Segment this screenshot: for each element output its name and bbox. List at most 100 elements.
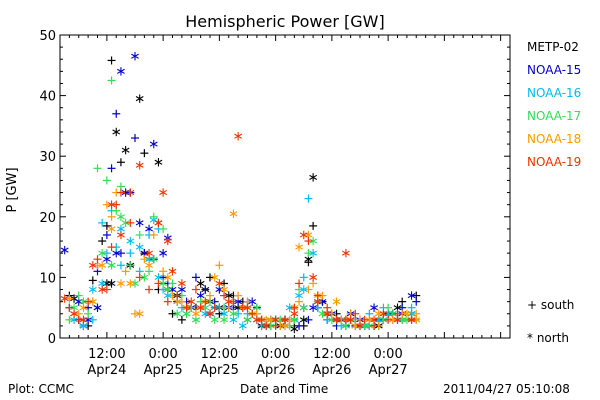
north-point xyxy=(309,173,318,182)
north-point xyxy=(135,309,144,318)
north-point xyxy=(126,236,135,246)
north-point-stroke xyxy=(290,311,299,317)
north-point-stroke xyxy=(121,147,130,153)
north-point-stroke xyxy=(98,262,107,268)
north-point xyxy=(70,309,78,318)
north-point xyxy=(238,321,247,331)
north-point-stroke xyxy=(60,247,69,253)
north-point xyxy=(177,279,186,288)
south-point xyxy=(191,285,200,294)
north-point xyxy=(149,255,158,264)
south-point xyxy=(163,297,172,306)
south-point xyxy=(360,315,369,324)
north-point xyxy=(234,132,243,141)
plot-frame xyxy=(59,34,511,339)
south-point xyxy=(116,249,125,258)
south-point xyxy=(159,267,168,276)
south-point xyxy=(84,309,93,318)
south-point xyxy=(327,309,336,318)
north-point-stroke xyxy=(342,250,350,256)
north-point xyxy=(332,297,341,306)
north-point-stroke xyxy=(107,262,116,268)
north-point-stroke xyxy=(159,189,168,196)
legend-noaa-19: NOAA-19 xyxy=(527,155,582,169)
north-point xyxy=(159,248,168,258)
y-tick-label: 50 xyxy=(39,29,56,44)
south-point xyxy=(116,158,125,167)
north-point xyxy=(356,321,364,331)
north-point-stroke xyxy=(159,280,168,287)
north-point-stroke xyxy=(117,214,125,220)
south-point xyxy=(304,194,313,203)
south-point xyxy=(149,212,158,221)
north-point-stroke xyxy=(281,323,289,329)
south-point xyxy=(74,315,83,324)
north-point xyxy=(346,315,355,325)
y-tick-label: 10 xyxy=(39,271,56,286)
north-point-stroke xyxy=(234,299,243,305)
north-point xyxy=(248,297,257,306)
south-point xyxy=(177,315,186,324)
x-tick-date-label: Apr25 xyxy=(200,363,239,378)
north-point-stroke xyxy=(346,317,355,323)
north-point-stroke xyxy=(93,305,102,311)
south-point xyxy=(93,255,102,264)
north-point-stroke xyxy=(290,317,299,323)
north-point xyxy=(145,248,153,258)
south-point xyxy=(206,273,214,282)
south-point xyxy=(145,285,154,294)
north-point xyxy=(370,315,378,325)
north-point-stroke xyxy=(117,226,125,232)
north-point-stroke xyxy=(309,238,318,244)
south-point xyxy=(159,224,168,233)
north-point xyxy=(243,315,252,325)
north-point-stroke xyxy=(131,53,139,59)
north-point-stroke xyxy=(107,280,116,287)
north-point-stroke xyxy=(206,311,214,317)
south-point xyxy=(112,200,121,209)
north-point-stroke xyxy=(309,250,318,256)
north-point-stroke xyxy=(117,68,125,74)
north-point-stroke xyxy=(98,280,107,287)
south-point xyxy=(206,291,214,300)
north-point xyxy=(393,315,402,325)
north-point xyxy=(407,291,416,300)
south-point xyxy=(116,261,125,270)
south-point xyxy=(182,303,191,312)
north-point xyxy=(299,303,308,312)
north-point-stroke xyxy=(407,293,416,299)
north-point-stroke xyxy=(79,305,88,311)
north-point xyxy=(370,303,378,312)
south-point xyxy=(107,243,116,252)
north-point-stroke xyxy=(252,317,261,323)
north-point-stroke xyxy=(163,238,172,244)
north-point xyxy=(117,67,125,76)
south-point xyxy=(102,230,111,239)
south-point xyxy=(168,309,177,318)
south-point xyxy=(304,315,313,324)
south-point xyxy=(299,273,308,282)
north-point xyxy=(295,242,303,252)
north-point-stroke xyxy=(224,299,233,305)
north-point xyxy=(135,218,144,228)
north-point xyxy=(163,236,172,246)
north-point-stroke xyxy=(70,305,78,311)
north-point xyxy=(196,279,205,288)
north-point-stroke xyxy=(229,311,238,317)
x-tick-time-label: 12:00 xyxy=(201,347,238,362)
north-point-stroke xyxy=(60,296,69,302)
north-point-stroke xyxy=(145,226,153,232)
north-point xyxy=(206,309,214,318)
north-point-stroke xyxy=(70,317,78,323)
north-point-stroke xyxy=(271,317,280,323)
south-point xyxy=(140,149,149,158)
north-point xyxy=(154,158,163,167)
legend-south: + south xyxy=(527,298,574,312)
south-point xyxy=(149,230,158,239)
north-point xyxy=(140,273,149,282)
north-point xyxy=(309,248,318,258)
y-tick-label: 20 xyxy=(39,211,56,226)
north-point xyxy=(215,279,224,288)
north-point-stroke xyxy=(252,305,261,311)
south-point xyxy=(304,285,313,294)
